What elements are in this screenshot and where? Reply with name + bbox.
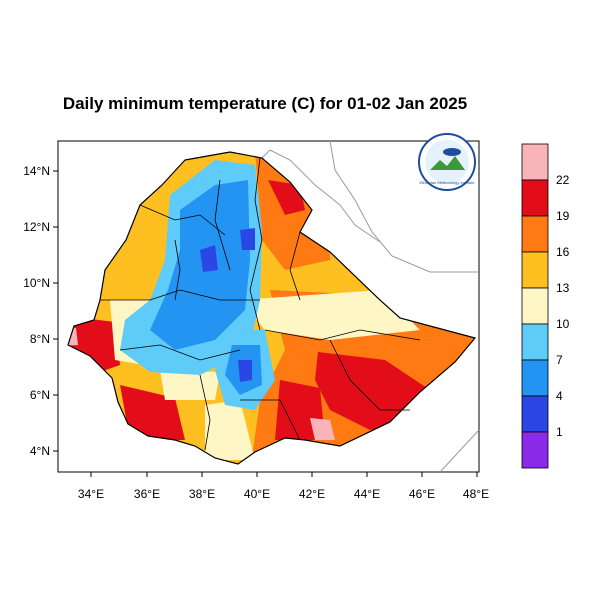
x-tick-label: 38°E xyxy=(189,487,215,501)
colorbar-swatch xyxy=(521,359,549,397)
x-tick-label: 34°E xyxy=(78,487,104,501)
x-tick-label: 48°E xyxy=(463,487,489,501)
colorbar-swatch xyxy=(521,251,549,289)
x-tick-label: 40°E xyxy=(244,487,270,501)
y-tick-label: 4°N xyxy=(30,444,50,458)
colorbar-swatch xyxy=(521,431,549,469)
x-tick-label: 46°E xyxy=(409,487,435,501)
colorbar-label: 13 xyxy=(556,281,570,295)
x-tick-label: 36°E xyxy=(134,487,160,501)
colorbar-swatch xyxy=(521,179,549,217)
colorbar-swatch xyxy=(521,287,549,325)
country-outline xyxy=(67,151,477,465)
colorbar-label: 1 xyxy=(556,425,563,439)
colorbar: 22 19 16 13 10 7 4 1 xyxy=(521,143,570,469)
x-tick-label: 42°E xyxy=(299,487,325,501)
y-axis: 14°N 12°N 10°N 8°N 6°N 4°N xyxy=(23,164,58,458)
y-tick-label: 8°N xyxy=(30,332,50,346)
x-tick-label: 44°E xyxy=(354,487,380,501)
y-tick-label: 14°N xyxy=(23,164,50,178)
logo-text: Ethiopian Meteorology Institute xyxy=(420,180,476,185)
colorbar-swatch xyxy=(521,323,549,361)
y-tick-label: 10°N xyxy=(23,276,50,290)
map-title: Daily minimum temperature (C) for 01-02 … xyxy=(62,94,468,113)
colorbar-label: 4 xyxy=(556,389,563,403)
colorbar-label: 19 xyxy=(556,209,570,223)
admin-boundaries xyxy=(100,157,421,451)
institute-logo: Ethiopian Meteorology Institute xyxy=(418,133,476,191)
coastlines xyxy=(261,140,480,473)
colorbar-label: 22 xyxy=(556,173,570,187)
colorbar-label: 7 xyxy=(556,353,563,367)
colorbar-label: 10 xyxy=(556,317,570,331)
colorbar-swatch xyxy=(521,215,549,253)
colorbar-label: 16 xyxy=(556,245,570,259)
y-tick-label: 12°N xyxy=(23,220,50,234)
x-axis: 34°E 36°E 38°E 40°E 42°E 44°E 46°E 48°E xyxy=(78,472,489,501)
y-tick-label: 6°N xyxy=(30,388,50,402)
colorbar-swatch xyxy=(521,143,549,181)
colorbar-swatch xyxy=(521,395,549,433)
